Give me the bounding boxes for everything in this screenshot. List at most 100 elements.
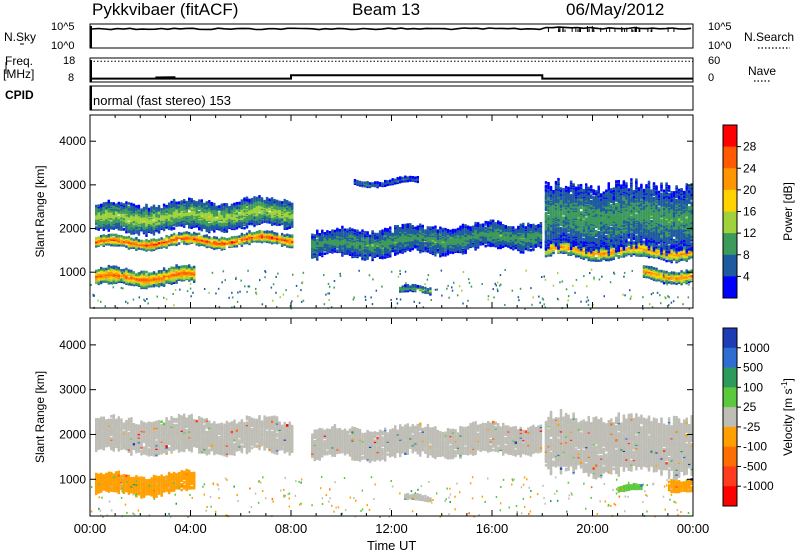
heatmap-cell — [127, 221, 131, 225]
heatmap-cell — [157, 219, 161, 223]
heatmap-cell — [391, 244, 394, 247]
heatmap-cell — [238, 215, 241, 218]
heatmap-cell — [152, 271, 156, 274]
heatmap-cell — [208, 242, 211, 246]
heatmap-cell — [200, 211, 203, 215]
heatmap-cell — [401, 244, 404, 247]
heatmap-cell — [353, 245, 357, 248]
heatmap-cell — [353, 229, 357, 232]
heatmap-cell — [421, 238, 424, 241]
heatmap-cell — [195, 209, 198, 212]
heatmap-cell — [286, 222, 289, 226]
heatmap-cell — [102, 228, 105, 231]
heatmap-cell — [409, 248, 412, 251]
heatmap-cell — [253, 216, 256, 220]
heatmap-cell — [328, 233, 332, 236]
heatmap-cell — [127, 277, 131, 280]
heatmap-cell — [120, 274, 123, 278]
heatmap-cell — [110, 223, 113, 227]
heatmap-cell — [122, 203, 126, 206]
heatmap-cell — [316, 229, 319, 233]
heatmap-cell — [220, 214, 223, 218]
heatmap-cell — [436, 239, 440, 243]
heatmap-cell — [188, 212, 191, 215]
heatmap-cell — [135, 236, 138, 240]
heatmap-cell — [200, 219, 203, 223]
heatmap-cell — [152, 214, 156, 218]
heatmap-cell — [205, 214, 208, 218]
noise-panel — [20, 23, 790, 49]
heatmap-cell — [268, 198, 271, 201]
heatmap-cell — [255, 196, 259, 200]
heatmap-cell — [316, 242, 319, 245]
heatmap-cell — [205, 212, 208, 216]
heatmap-cell — [449, 229, 452, 233]
heatmap-cell — [389, 246, 392, 250]
heatmap-cell — [167, 235, 171, 239]
heatmap-cell — [288, 241, 291, 244]
heatmap-cell — [170, 234, 173, 237]
heatmap-cell — [125, 203, 128, 207]
heatmap-cell — [243, 204, 246, 207]
heatmap-cell — [190, 207, 193, 210]
heatmap-cell — [275, 199, 279, 203]
heatmap-cell — [371, 243, 374, 247]
heatmap-cell — [135, 210, 138, 214]
heatmap-cell — [170, 236, 173, 239]
heatmap-cell — [183, 212, 186, 216]
heatmap-cell — [160, 237, 163, 240]
heatmap-cell — [157, 211, 161, 215]
heatmap-cell — [208, 240, 211, 244]
heatmap-cell — [358, 241, 362, 245]
heatmap-cell — [160, 222, 163, 226]
heatmap-cell — [135, 277, 138, 281]
heatmap-cell — [183, 265, 186, 268]
heatmap-cell — [268, 230, 271, 234]
heatmap-cell — [366, 249, 369, 252]
heatmap-cell — [140, 208, 143, 211]
heatmap-cell — [248, 212, 251, 215]
heatmap-cell — [147, 207, 151, 211]
heatmap-cell — [446, 251, 450, 255]
heatmap-cell — [100, 270, 103, 273]
heatmap-cell — [426, 229, 430, 233]
heatmap-cell — [208, 211, 211, 214]
heatmap-cell — [446, 239, 450, 242]
heatmap-cell — [220, 205, 223, 209]
heatmap-cell — [225, 216, 229, 220]
heatmap-cell — [167, 278, 171, 281]
heatmap-cell — [255, 201, 259, 204]
heatmap-cell — [268, 212, 271, 215]
heatmap-cell — [117, 215, 120, 219]
heatmap-cell — [451, 228, 455, 232]
heatmap-cell — [368, 243, 372, 247]
heatmap-cell — [190, 233, 193, 236]
heatmap-cell — [426, 237, 430, 241]
heatmap-cell — [117, 222, 120, 225]
noise-sky-line — [91, 26, 692, 31]
heatmap-cell — [112, 240, 115, 244]
heatmap-cell — [205, 210, 208, 213]
heatmap-cell — [343, 250, 347, 253]
heatmap-cell — [419, 234, 422, 238]
heatmap-cell — [100, 274, 103, 278]
heatmap-cell — [436, 237, 440, 240]
heatmap-cell — [110, 265, 113, 269]
heatmap-cell — [381, 236, 384, 239]
heatmap-cell — [155, 239, 158, 242]
heatmap-cell — [150, 272, 153, 275]
heatmap-cell — [220, 241, 223, 244]
heatmap-cell — [135, 273, 138, 276]
heatmap-cell — [125, 225, 128, 228]
heatmap-cell — [175, 234, 178, 237]
heatmap-cell — [474, 242, 477, 245]
heatmap-cell — [356, 246, 359, 250]
heatmap-cell — [110, 276, 113, 279]
heatmap-cell — [278, 235, 281, 238]
heatmap-cell — [371, 235, 374, 239]
heatmap-cell — [278, 214, 281, 217]
heatmap-cell — [162, 203, 166, 207]
heatmap-cell — [223, 203, 226, 206]
heatmap-cell — [130, 202, 133, 206]
heatmap-cell — [411, 225, 414, 228]
